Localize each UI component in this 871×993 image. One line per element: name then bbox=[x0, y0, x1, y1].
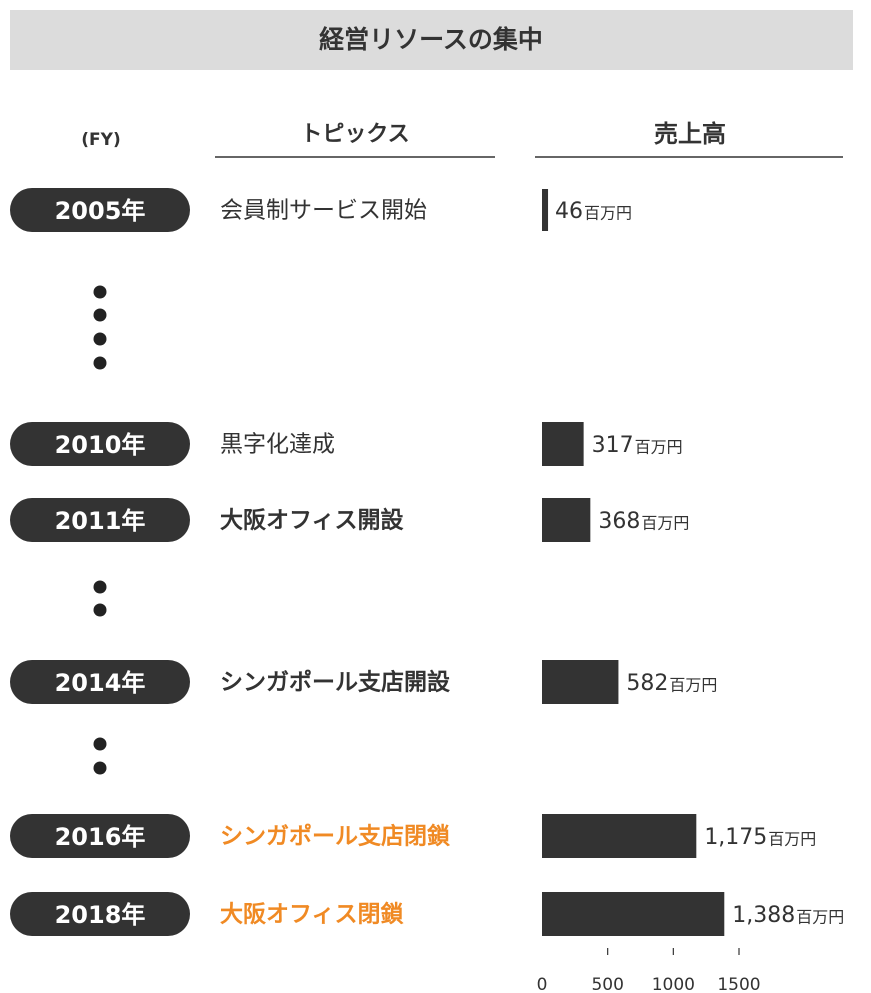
year-pill bbox=[10, 892, 190, 936]
unit-label: 百万円 bbox=[635, 438, 683, 457]
year-pill bbox=[10, 498, 190, 542]
title: 経営リソースの集中 bbox=[319, 25, 543, 54]
year-label: 2014年 bbox=[55, 669, 146, 697]
bar bbox=[542, 422, 584, 466]
unit-label: 百万円 bbox=[768, 830, 816, 849]
x-tick-label: 500 bbox=[591, 975, 623, 993]
topic-label: 黒字化達成 bbox=[220, 432, 335, 458]
year-label: 2010年 bbox=[55, 431, 146, 459]
year-pill bbox=[10, 660, 190, 704]
unit-label: 百万円 bbox=[669, 676, 717, 695]
value-label: 317 bbox=[592, 433, 634, 458]
value-label: 1,175 bbox=[704, 825, 767, 850]
unit-label: 百万円 bbox=[796, 908, 844, 927]
value-label: 582 bbox=[626, 671, 668, 696]
year-label: 2018年 bbox=[55, 901, 146, 929]
year-pill bbox=[10, 188, 190, 232]
ellipsis bbox=[93, 737, 107, 775]
bar bbox=[542, 892, 725, 936]
bar bbox=[542, 814, 697, 858]
value-label: 368 bbox=[598, 509, 640, 534]
year-pill bbox=[10, 422, 190, 466]
ellipsis bbox=[93, 580, 107, 617]
topic-label: 会員制サービス開始 bbox=[220, 198, 427, 224]
bar bbox=[542, 189, 549, 231]
unit-label: 百万円 bbox=[584, 204, 632, 223]
bar bbox=[542, 660, 619, 704]
x-tick-label: 0 bbox=[537, 975, 548, 993]
fy-label: (FY) bbox=[81, 130, 120, 150]
unit-label: 百万円 bbox=[641, 514, 689, 533]
value-label: 46 bbox=[555, 199, 583, 224]
bar bbox=[542, 498, 591, 542]
year-label: 2005年 bbox=[55, 197, 146, 225]
year-label: 2016年 bbox=[55, 823, 146, 851]
topics-header: トピックス bbox=[300, 122, 409, 147]
year-label: 2011年 bbox=[55, 507, 146, 535]
sales-header: 売上高 bbox=[654, 120, 726, 148]
x-tick-label: 1500 bbox=[717, 975, 760, 993]
topic-label: シンガポール支店閉鎖 bbox=[220, 823, 451, 850]
topic-label: 大阪オフィス閉鎖 bbox=[220, 901, 405, 928]
topic-label: シンガポール支店開設 bbox=[220, 669, 451, 696]
title-band bbox=[10, 10, 853, 70]
year-pill bbox=[10, 814, 190, 858]
x-tick-label: 1000 bbox=[652, 975, 695, 993]
topic-label: 大阪オフィス開設 bbox=[220, 507, 405, 534]
value-label: 1,388 bbox=[732, 903, 795, 928]
ellipsis bbox=[93, 285, 107, 370]
